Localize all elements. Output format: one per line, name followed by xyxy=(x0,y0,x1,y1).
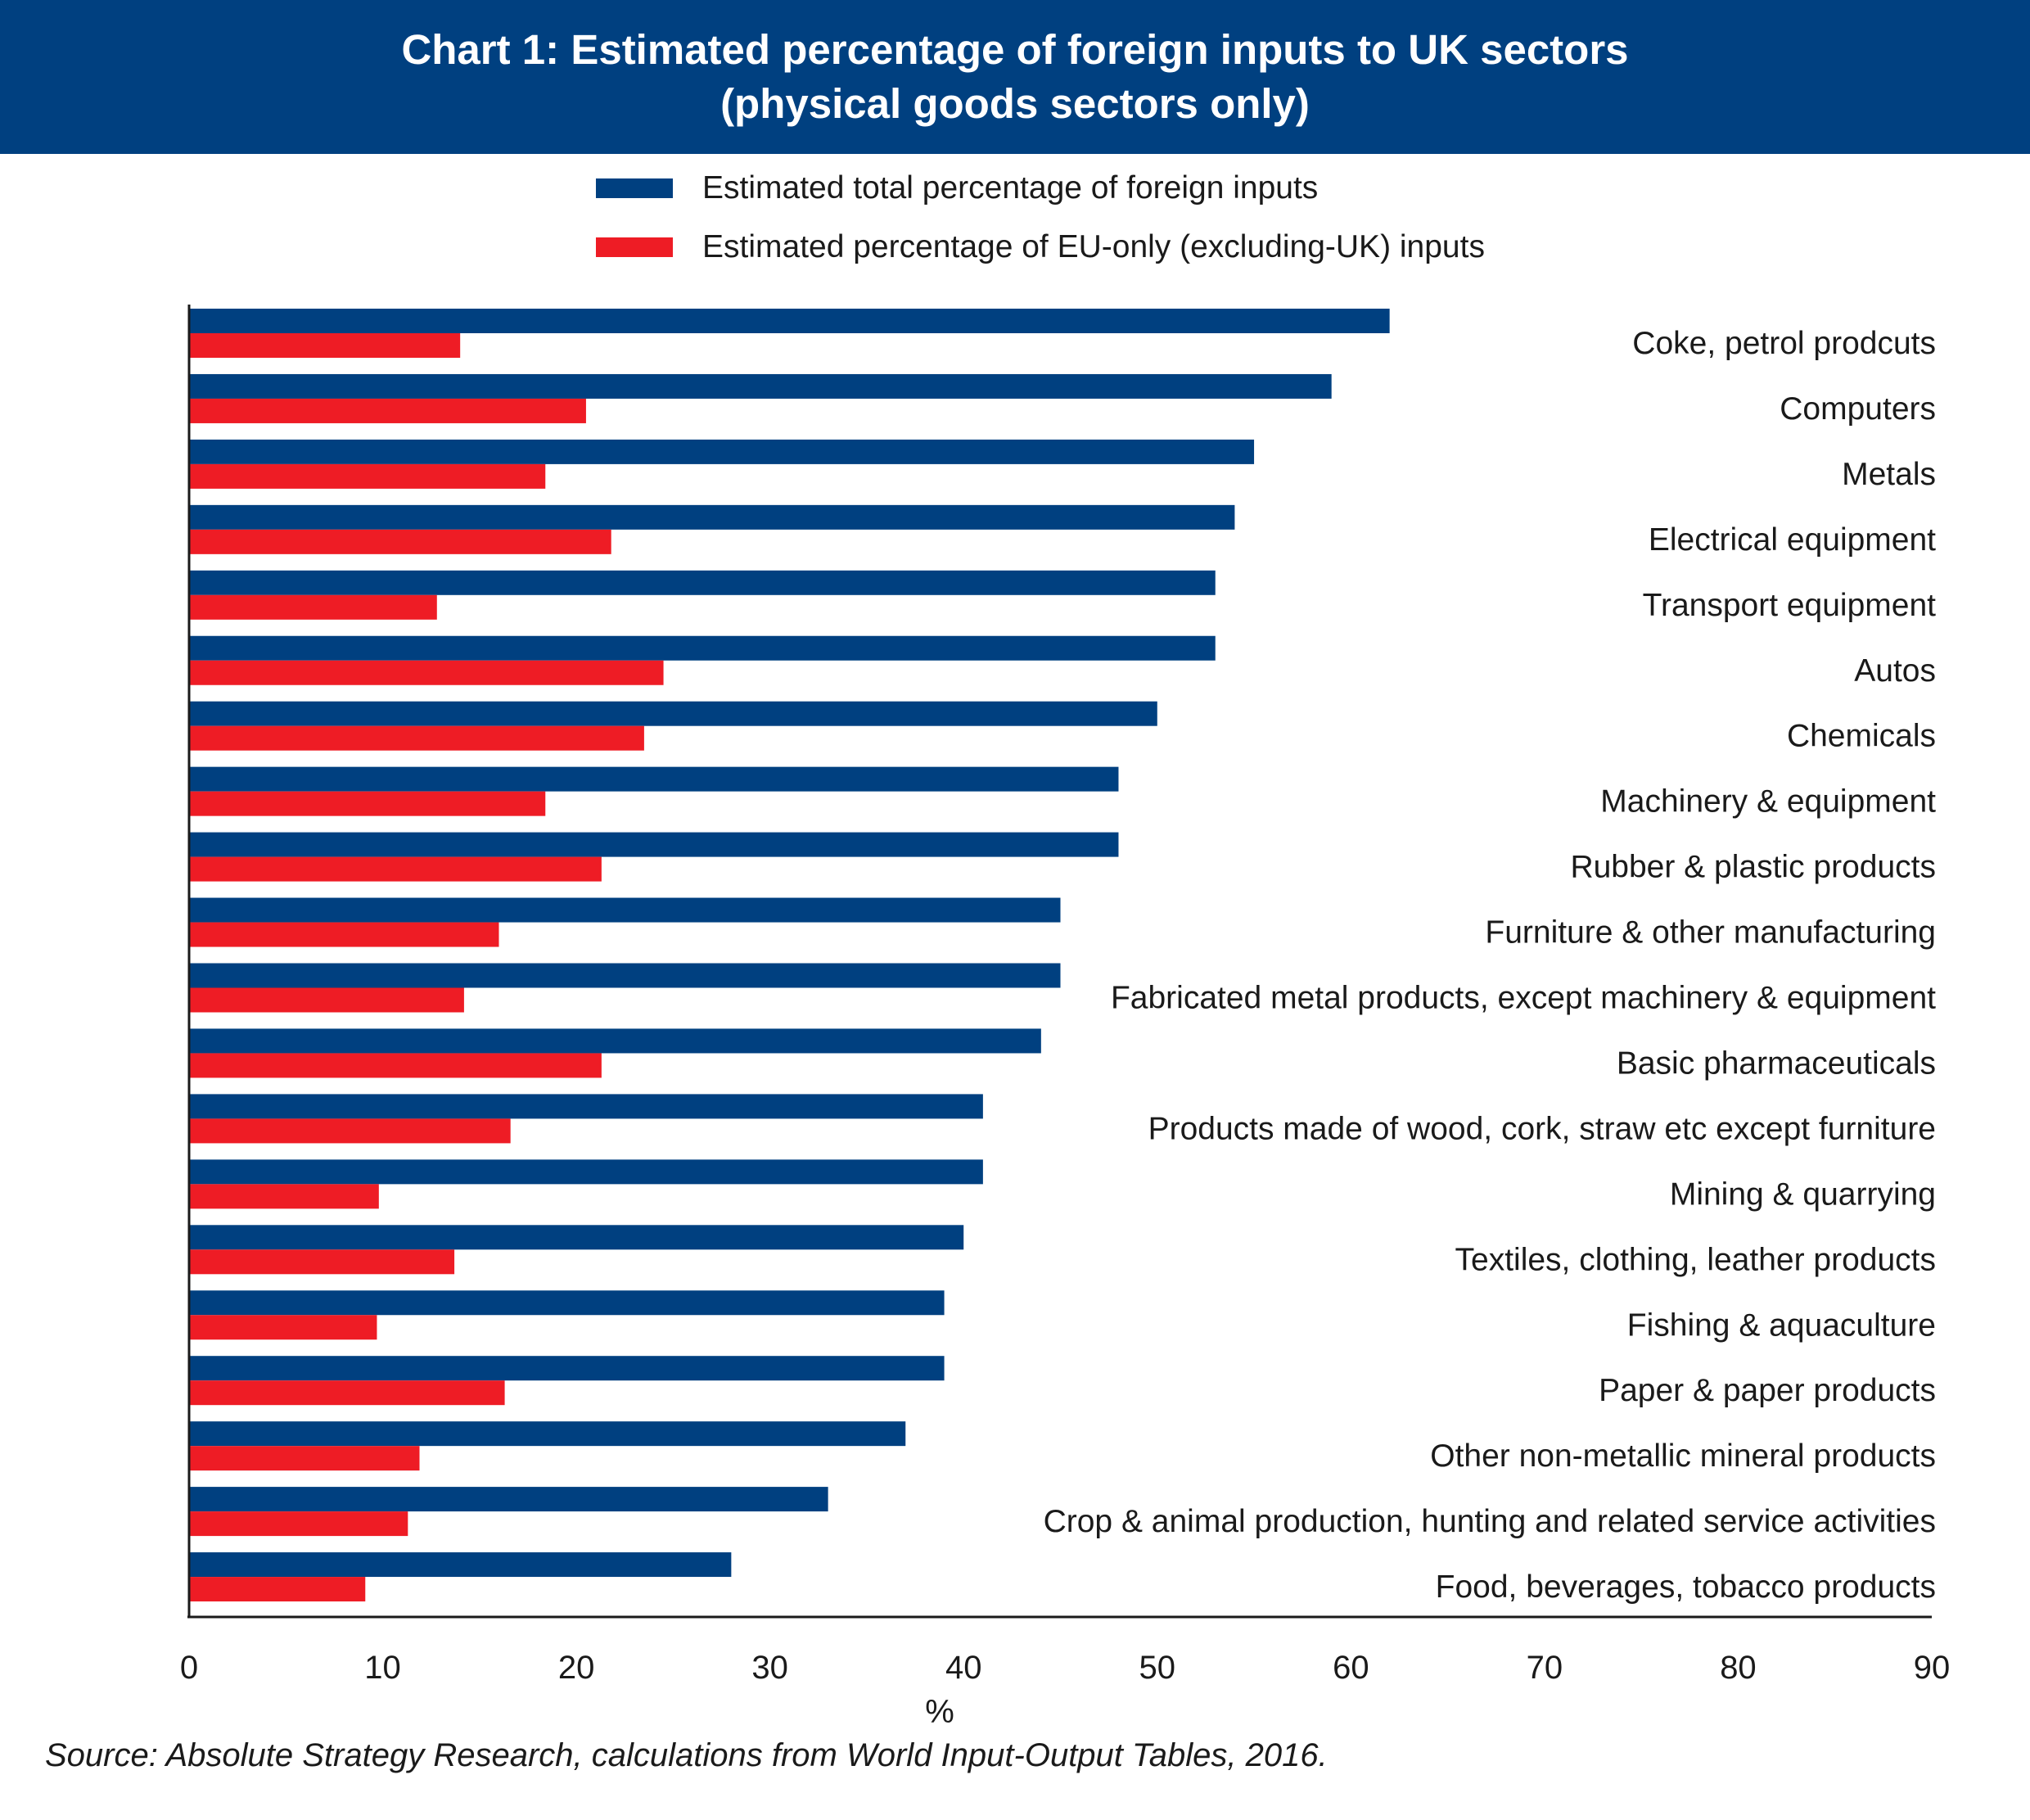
category-label-16: Paper & paper products xyxy=(1599,1373,1936,1408)
bar-total-14 xyxy=(189,1225,964,1250)
bar-total-2 xyxy=(189,439,1255,464)
bar-total-12 xyxy=(189,1094,983,1119)
bar-eu-14 xyxy=(189,1249,455,1275)
x-tick-label-0: 0 xyxy=(180,1650,198,1686)
bar-total-0 xyxy=(189,309,1390,333)
bar-eu-5 xyxy=(189,660,664,685)
bar-eu-13 xyxy=(189,1184,379,1209)
x-tick-label-30: 30 xyxy=(751,1650,788,1686)
category-label-10: Fabricated metal products, except machin… xyxy=(1111,981,1936,1016)
category-label-0: Coke, petrol prodcuts xyxy=(1632,326,1936,361)
bar-eu-6 xyxy=(189,725,644,751)
bar-total-7 xyxy=(189,766,1119,792)
x-tick-label-70: 70 xyxy=(1527,1650,1563,1686)
bar-eu-19 xyxy=(189,1577,366,1602)
bar-total-18 xyxy=(189,1487,828,1512)
x-tick-label-20: 20 xyxy=(558,1650,595,1686)
bar-eu-16 xyxy=(189,1380,505,1406)
source-note: Source: Absolute Strategy Research, calc… xyxy=(45,1737,1328,1773)
x-tick-label-50: 50 xyxy=(1139,1650,1176,1686)
x-tick-label-40: 40 xyxy=(945,1650,982,1686)
category-label-1: Computers xyxy=(1780,391,1936,427)
legend-item-total: Estimated total percentage of foreign in… xyxy=(596,168,1318,209)
category-label-2: Metals xyxy=(1842,457,1936,492)
bar-total-3 xyxy=(189,504,1235,530)
bar-total-6 xyxy=(189,701,1157,726)
bar-total-11 xyxy=(189,1028,1041,1054)
category-label-14: Textiles, clothing, leather products xyxy=(1455,1242,1936,1277)
category-label-11: Basic pharmaceuticals xyxy=(1617,1045,1936,1081)
x-tick-label-80: 80 xyxy=(1720,1650,1757,1686)
category-label-7: Machinery & equipment xyxy=(1600,784,1936,820)
bar-total-15 xyxy=(189,1290,945,1316)
bar-eu-3 xyxy=(189,529,611,554)
bar-eu-4 xyxy=(189,594,437,620)
bar-total-5 xyxy=(189,635,1216,661)
x-axis-label: % xyxy=(925,1694,954,1730)
chart-title-line-2: (physical goods sectors only) xyxy=(720,80,1310,127)
bar-eu-11 xyxy=(189,1053,602,1078)
category-label-17: Other non-metallic mineral products xyxy=(1430,1438,1936,1474)
bar-total-10 xyxy=(189,963,1061,988)
legend-label-eu: Estimated percentage of EU-only (excludi… xyxy=(702,229,1485,264)
bar-eu-1 xyxy=(189,398,586,423)
category-label-4: Transport equipment xyxy=(1643,588,1937,623)
category-label-18: Crop & animal production, hunting and re… xyxy=(1044,1504,1936,1539)
bar-eu-17 xyxy=(189,1446,420,1471)
category-label-8: Rubber & plastic products xyxy=(1570,850,1936,885)
bar-eu-18 xyxy=(189,1511,408,1537)
bar-total-17 xyxy=(189,1421,906,1447)
category-label-13: Mining & quarrying xyxy=(1670,1176,1936,1212)
category-label-5: Autos xyxy=(1854,653,1936,689)
bar-total-16 xyxy=(189,1356,945,1381)
bar-total-19 xyxy=(189,1552,732,1578)
bar-eu-10 xyxy=(189,987,464,1013)
bar-eu-8 xyxy=(189,856,602,882)
category-label-6: Chemicals xyxy=(1787,719,1936,754)
chart-title-banner: Chart 1: Estimated percentage of foreign… xyxy=(0,0,2030,154)
bar-total-1 xyxy=(189,373,1332,399)
category-label-15: Fishing & aquaculture xyxy=(1627,1307,1936,1343)
bar-total-13 xyxy=(189,1159,983,1185)
x-tick-label-10: 10 xyxy=(364,1650,401,1686)
bar-total-4 xyxy=(189,570,1216,595)
legend-item-eu: Estimated percentage of EU-only (excludi… xyxy=(596,227,1485,268)
x-tick-label-90: 90 xyxy=(1914,1650,1951,1686)
bar-eu-9 xyxy=(189,922,499,947)
chart-title-line-1: Chart 1: Estimated percentage of foreign… xyxy=(401,26,1629,73)
bar-eu-7 xyxy=(189,791,546,816)
category-label-3: Electrical equipment xyxy=(1649,522,1936,558)
bar-eu-15 xyxy=(189,1315,377,1340)
bar-total-8 xyxy=(189,832,1119,857)
legend-swatch-total xyxy=(596,178,673,198)
legend-swatch-eu xyxy=(596,237,673,257)
bar-eu-0 xyxy=(189,333,461,358)
legend-label-total: Estimated total percentage of foreign in… xyxy=(702,170,1319,205)
bar-eu-12 xyxy=(189,1118,511,1144)
category-label-12: Products made of wood, cork, straw etc e… xyxy=(1148,1111,1936,1146)
x-tick-label-60: 60 xyxy=(1333,1650,1369,1686)
bar-total-9 xyxy=(189,897,1061,923)
category-label-9: Furniture & other manufacturing xyxy=(1485,915,1936,951)
bar-eu-2 xyxy=(189,463,546,489)
category-label-19: Food, beverages, tobacco products xyxy=(1436,1569,1936,1605)
